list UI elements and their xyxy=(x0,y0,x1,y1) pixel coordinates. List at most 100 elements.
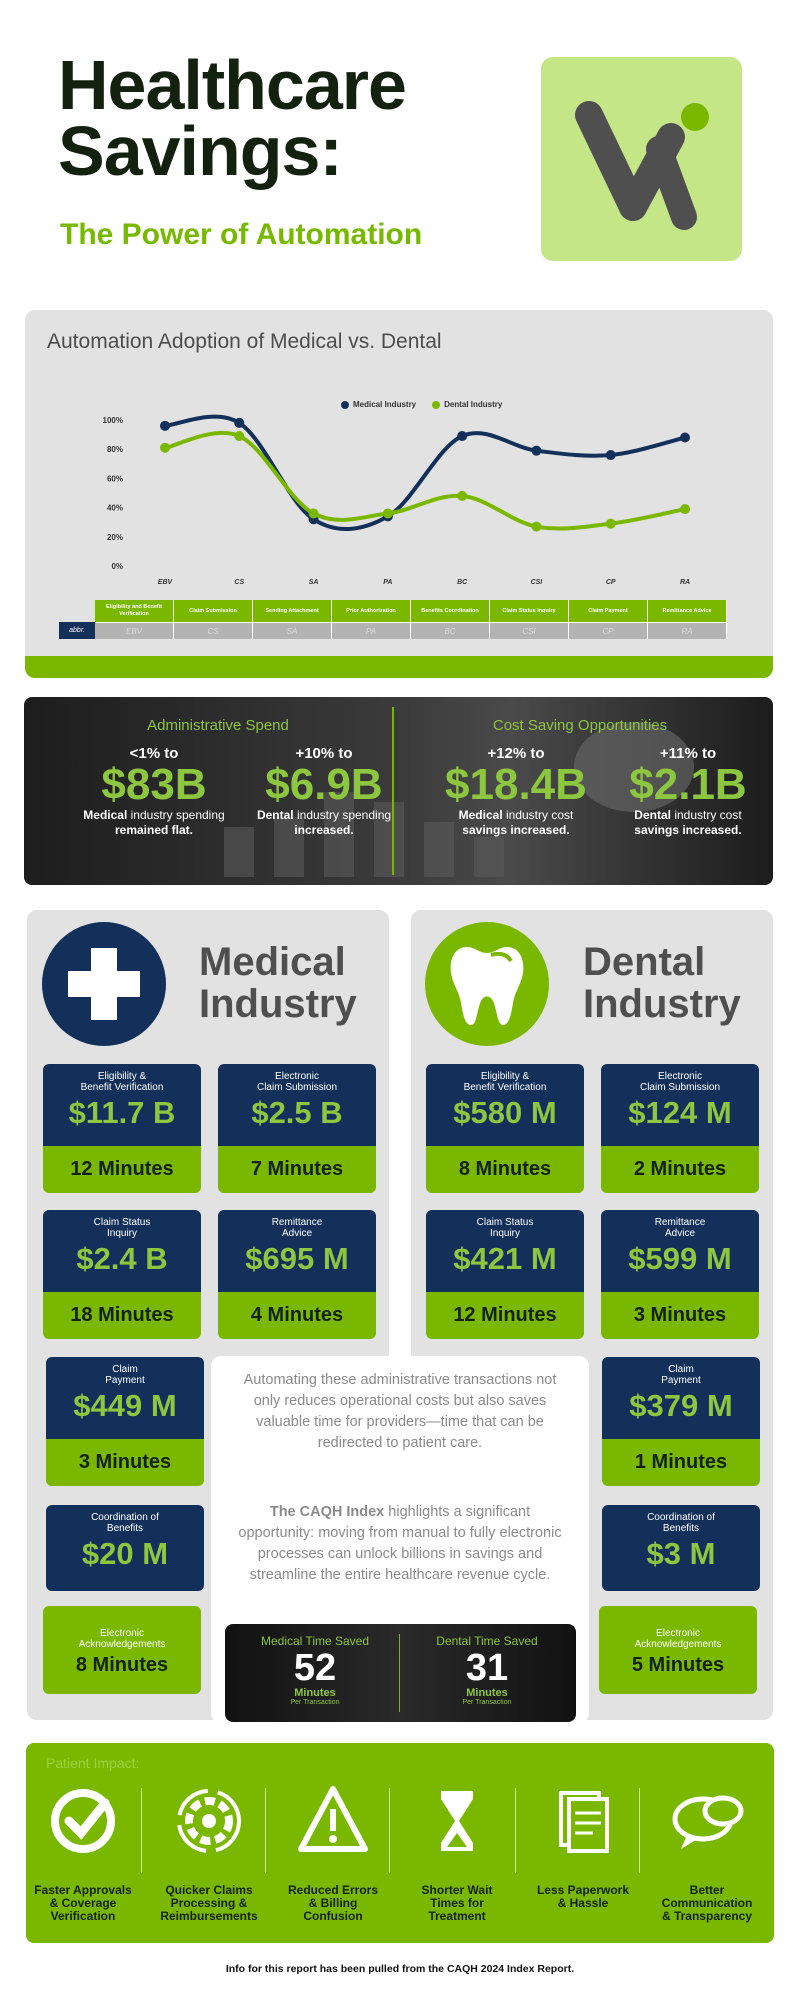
abbr-name-cell: Claim Payment xyxy=(569,600,648,622)
x-tick-label: CP xyxy=(606,579,616,586)
logo-mark-icon xyxy=(575,101,709,230)
abbr-code-cell: RA xyxy=(648,622,727,639)
stat-time: 12 Minutes xyxy=(426,1292,584,1339)
stat-label: Remittance Advice xyxy=(654,1217,706,1239)
spend-desc-2: remained flat. xyxy=(114,823,194,837)
medical-stat-card: Coordination of Benefits $20 M xyxy=(46,1505,204,1591)
stat-value: $449 M xyxy=(73,1388,177,1423)
page-title: Healthcare Savings: xyxy=(58,50,407,186)
y-tick-label: 20% xyxy=(107,533,123,542)
stat-time: 18 Minutes xyxy=(43,1292,201,1339)
spend-pct: +12% to xyxy=(487,745,545,762)
abbr-key: abbr. xyxy=(59,622,95,639)
medical-industry-title: Medical Industry xyxy=(199,940,357,1026)
chart-footer-band xyxy=(25,656,773,678)
stat-header: Remittance Advice $599 M xyxy=(601,1210,759,1292)
spend-value: $6.9B xyxy=(265,760,383,809)
abbreviation-table: Eligibility and Benefit Verification Clai… xyxy=(59,600,727,639)
stat-time: 1 Minutes xyxy=(602,1439,760,1486)
impact-item: Shorter Wait Times for Treatment xyxy=(397,1781,517,1923)
legend-medical: Medical Industry xyxy=(341,400,416,409)
legend-dental: Dental Industry xyxy=(432,400,502,409)
dental-industry-title: Dental Industry xyxy=(583,940,741,1026)
stat-value: $124 M xyxy=(628,1095,732,1130)
x-tick-label: PA xyxy=(383,579,392,586)
data-point xyxy=(531,445,542,456)
data-point xyxy=(680,504,690,515)
page-subtitle: The Power of Automation xyxy=(60,218,423,251)
stat-value: $3 M xyxy=(646,1536,716,1571)
stat-header: Claim Status Inquiry $421 M xyxy=(426,1210,584,1292)
data-point xyxy=(457,490,468,501)
impact-text: Faster Approvals & Coverage Verification xyxy=(34,1883,132,1923)
stat-header: Remittance Advice $695 M xyxy=(218,1210,376,1292)
tooth-icon xyxy=(425,922,549,1046)
spend-divider xyxy=(392,707,394,875)
stat-header: Coordination of Benefits $3 M xyxy=(602,1505,760,1591)
impact-divider xyxy=(389,1788,390,1873)
spend-desc-2: savings increased. xyxy=(634,823,742,837)
stat-label: Claim Status Inquiry xyxy=(476,1217,534,1239)
chart-title: Automation Adoption of Medical vs. Denta… xyxy=(47,330,442,353)
impact-text: Less Paperwork & Hassle xyxy=(536,1883,630,1910)
dental-stat-card: Claim Status Inquiry $421 M 12 Minutes xyxy=(426,1210,584,1339)
cost-saving-heading: Cost Saving Opportunities xyxy=(492,717,668,734)
stat-value: $580 M xyxy=(453,1095,557,1130)
x-tick-label: SA xyxy=(309,579,319,586)
patient-impact-title: Patient Impact: xyxy=(46,1755,140,1771)
abbr-code-cell: EBV xyxy=(95,622,174,639)
spend-desc: Medical industry cost xyxy=(458,808,574,822)
stat-header: Eligibility & Benefit Verification $11.7 B xyxy=(43,1064,201,1146)
center-paragraph-2: The CAQH Index highlights a significant … xyxy=(238,1504,562,1583)
impact-divider xyxy=(265,1788,266,1873)
spend-item: <1% to $83B Medical industry spending remai… xyxy=(64,745,244,838)
center-paragraph-1: Automating these administrative transact… xyxy=(243,1372,557,1451)
spend-desc: Medical industry spending xyxy=(83,808,225,822)
data-point xyxy=(234,417,245,428)
medical-acknowledgements: Electronic Acknowledgements 8 Minutes xyxy=(43,1606,201,1694)
stat-value: $695 M xyxy=(245,1241,349,1276)
abbr-code-cell: CS xyxy=(174,622,253,639)
abbr-name-cell: Prior Authorization xyxy=(332,600,411,622)
stat-header: Electronic Claim Submission $124 M xyxy=(601,1064,759,1146)
abbr-name-cell: Claim Submission xyxy=(174,600,253,622)
y-tick-label: 80% xyxy=(107,445,123,454)
impact-divider xyxy=(515,1788,516,1873)
stat-time: 12 Minutes xyxy=(43,1146,201,1193)
data-point xyxy=(160,420,170,431)
stat-label: Remittance Advice xyxy=(271,1217,323,1239)
stat-label: Electronic Claim Submission xyxy=(256,1071,338,1093)
stat-header: Electronic Claim Submission $2.5 B xyxy=(218,1064,376,1146)
warning-icon xyxy=(298,1786,368,1852)
chart-card: Automation Adoption of Medical vs. Denta… xyxy=(25,310,773,678)
spend-desc-2: increased. xyxy=(294,823,354,837)
spend-value: $18.4B xyxy=(445,760,587,809)
spend-value: $2.1B xyxy=(629,760,747,809)
footer-note: Info for this report has been pulled fro… xyxy=(225,1963,575,1975)
impact-text: Shorter Wait Times for Treatment xyxy=(421,1883,493,1923)
data-point xyxy=(680,432,690,443)
impact-divider xyxy=(141,1788,142,1873)
impact-text: Quicker Claims Processing & Reimbursements xyxy=(160,1883,258,1923)
stat-label: Claim Payment xyxy=(661,1364,701,1386)
data-point xyxy=(234,431,245,442)
series-line-medical xyxy=(164,414,686,531)
spend-desc: Dental industry spending xyxy=(256,808,392,822)
coins-background xyxy=(224,722,694,877)
x-tick-label: BC xyxy=(457,579,468,586)
impact-divider xyxy=(639,1788,640,1873)
abbr-code-cell: SA xyxy=(253,622,332,639)
stat-label: Claim Payment xyxy=(105,1364,145,1386)
check-circle-icon xyxy=(51,1789,115,1853)
stat-label: Eligibility & Benefit Verification xyxy=(463,1071,547,1093)
stat-value: $11.7 B xyxy=(68,1095,176,1130)
stat-header: Coordination of Benefits $20 M xyxy=(46,1505,204,1591)
stat-label: Coordination of Benefits xyxy=(91,1512,159,1534)
spend-desc: Dental industry cost xyxy=(634,808,742,822)
spend-item: +10% to $6.9B Dental industry spending incr… xyxy=(234,745,414,838)
abbr-code-cell: CSI xyxy=(490,622,569,639)
impact-item: Quicker Claims Processing & Reimbursements xyxy=(149,1781,269,1923)
data-point xyxy=(160,442,170,453)
